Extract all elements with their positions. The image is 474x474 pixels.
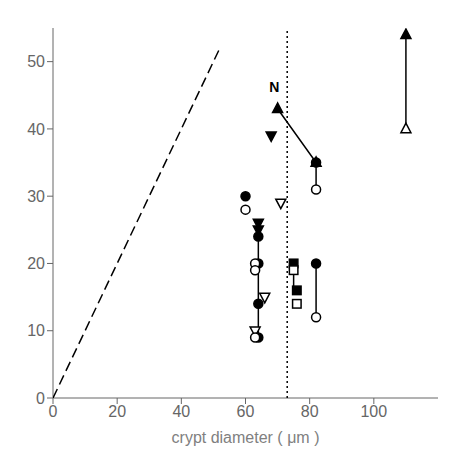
- svg-text:80: 80: [301, 403, 319, 420]
- svg-text:40: 40: [172, 403, 190, 420]
- svg-text:30: 30: [27, 188, 45, 205]
- svg-text:0: 0: [49, 403, 58, 420]
- svg-text:100: 100: [360, 403, 387, 420]
- svg-text:20: 20: [108, 403, 126, 420]
- svg-text:20: 20: [27, 255, 45, 272]
- svg-text:10: 10: [27, 322, 45, 339]
- svg-text:crypt diameter ( μm ): crypt diameter ( μm ): [172, 429, 320, 446]
- svg-text:40: 40: [27, 121, 45, 138]
- svg-text:0: 0: [36, 390, 45, 407]
- svg-text:N: N: [269, 79, 279, 95]
- svg-text:60: 60: [237, 403, 255, 420]
- svg-text:50: 50: [27, 53, 45, 70]
